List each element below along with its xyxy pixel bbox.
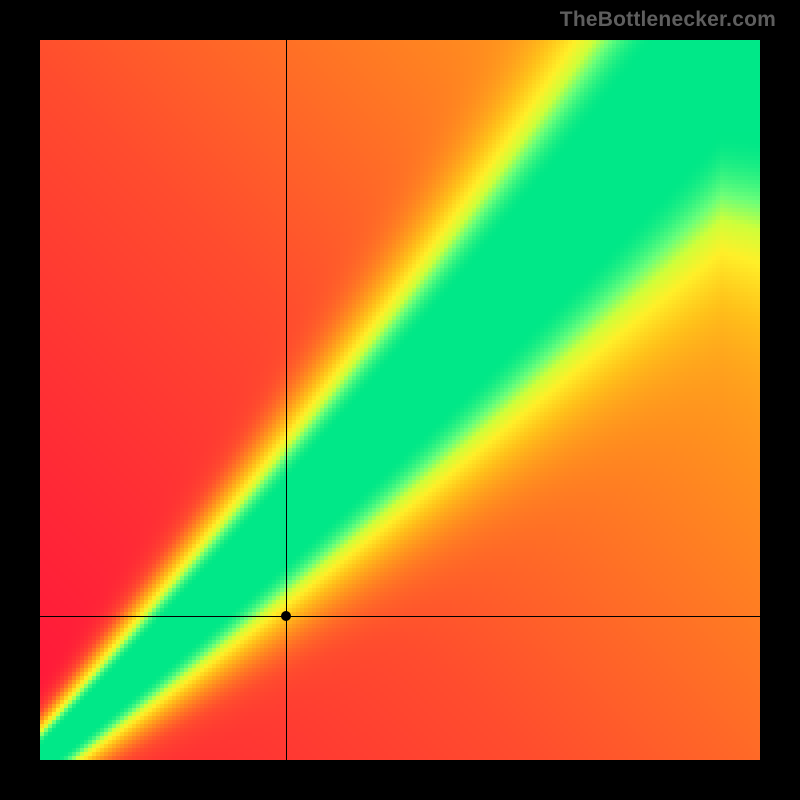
chart-container: TheBottlenecker.com [0,0,800,800]
selection-dot [281,611,291,621]
watermark-text: TheBottlenecker.com [560,8,776,32]
bottleneck-heatmap [40,40,760,760]
crosshair-horizontal [40,616,760,617]
plot-area [40,40,760,760]
crosshair-vertical [286,40,287,760]
